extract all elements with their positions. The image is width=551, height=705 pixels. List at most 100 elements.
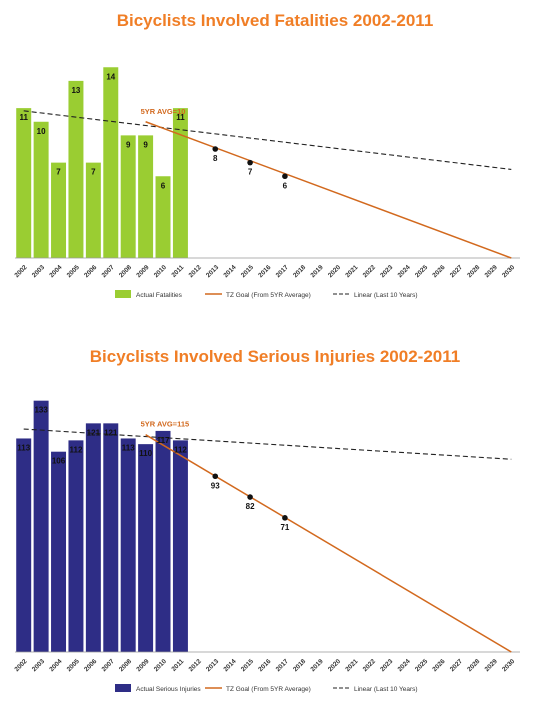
x-tick-2024: 2024 — [397, 658, 412, 673]
trend-line — [23, 110, 512, 170]
chart-title: Bicyclists Involved Fatalities 2002-2011 — [117, 11, 434, 30]
legend-label-trend: Linear (Last 10 Years) — [354, 686, 418, 693]
goal-marker-2013 — [212, 473, 219, 480]
x-tick-2026: 2026 — [431, 264, 446, 279]
bar-2002 — [16, 108, 32, 258]
bar-value-2010: 117 — [157, 436, 170, 445]
bar-value-2009: 9 — [143, 140, 148, 149]
x-tick-2025: 2025 — [414, 658, 429, 673]
bar-value-2005: 112 — [69, 445, 82, 454]
x-tick-2003: 2003 — [31, 264, 46, 279]
bar-2010 — [155, 430, 171, 652]
x-tick-2015: 2015 — [240, 658, 255, 673]
x-tick-2004: 2004 — [48, 264, 63, 279]
x-tick-2002: 2002 — [13, 264, 28, 279]
x-tick-2016: 2016 — [257, 658, 272, 673]
x-tick-2022: 2022 — [362, 658, 377, 673]
bar-2002 — [16, 438, 32, 652]
bar-2005 — [68, 80, 84, 258]
x-tick-2019: 2019 — [310, 658, 325, 673]
goal-marker-2013 — [212, 146, 219, 152]
x-tick-2029: 2029 — [484, 264, 499, 279]
x-tick-2009: 2009 — [135, 658, 150, 673]
x-tick-2014: 2014 — [222, 264, 237, 279]
x-tick-2010: 2010 — [153, 264, 168, 279]
x-tick-2030: 2030 — [501, 658, 516, 673]
x-tick-2012: 2012 — [188, 658, 203, 673]
bar-2010 — [155, 176, 171, 258]
x-tick-2005: 2005 — [66, 264, 81, 279]
bar-value-2002: 11 — [19, 113, 28, 122]
x-tick-2029: 2029 — [484, 658, 499, 673]
bar-value-2008: 9 — [126, 140, 131, 149]
x-tick-2010: 2010 — [153, 658, 168, 673]
bar-value-2007: 14 — [106, 72, 115, 81]
bar-2006 — [85, 162, 101, 258]
bar-2011 — [172, 108, 188, 258]
bar-value-2011: 112 — [174, 445, 187, 454]
avg-annotation: 5YR AVG=115 — [141, 420, 190, 429]
goal-marker-label-2013: 8 — [213, 154, 218, 163]
bar-2011 — [172, 440, 188, 652]
x-tick-2022: 2022 — [362, 264, 377, 279]
bar-value-2011: 11 — [176, 113, 185, 122]
x-tick-2026: 2026 — [431, 658, 446, 673]
legend-swatch-bars — [115, 684, 131, 692]
x-tick-2021: 2021 — [344, 658, 359, 673]
goal-line — [145, 434, 512, 653]
bar-2007 — [103, 423, 119, 652]
x-tick-2004: 2004 — [48, 658, 63, 673]
x-tick-2020: 2020 — [327, 264, 342, 279]
x-tick-2002: 2002 — [13, 658, 28, 673]
bar-2003 — [33, 121, 49, 258]
bar-value-2010: 6 — [161, 181, 166, 190]
bar-value-2006: 7 — [91, 168, 96, 177]
x-tick-2007: 2007 — [101, 658, 116, 673]
bar-value-2008: 113 — [122, 443, 135, 452]
x-tick-2017: 2017 — [275, 264, 290, 279]
trend-line — [23, 428, 512, 460]
x-tick-2027: 2027 — [449, 658, 464, 673]
legend-label-goal: TZ Goal (From 5YR Average) — [226, 292, 311, 299]
goal-marker-label-2017: 6 — [283, 181, 288, 190]
bar-value-2006: 121 — [87, 428, 101, 437]
x-tick-2018: 2018 — [292, 658, 307, 673]
x-tick-2030: 2030 — [501, 264, 516, 279]
bar-2009 — [138, 444, 154, 652]
bar-value-2003: 10 — [37, 127, 46, 136]
goal-line — [145, 121, 512, 259]
x-tick-2018: 2018 — [292, 264, 307, 279]
goal-marker-2017 — [282, 515, 288, 521]
bar-value-2004: 106 — [52, 457, 66, 466]
avg-annotation: 5YR AVG=10 — [141, 107, 186, 116]
x-tick-2016: 2016 — [257, 264, 272, 279]
x-tick-2021: 2021 — [344, 264, 359, 279]
goal-marker-label-2013: 93 — [211, 481, 220, 490]
x-tick-2011: 2011 — [170, 658, 185, 673]
bar-2003 — [33, 400, 49, 652]
x-tick-2006: 2006 — [83, 658, 98, 673]
bar-2005 — [68, 440, 84, 652]
bar-2004 — [51, 451, 67, 652]
x-tick-2008: 2008 — [118, 658, 133, 673]
bar-value-2003: 133 — [34, 406, 48, 415]
goal-marker-label-2015: 82 — [246, 502, 255, 511]
x-tick-2019: 2019 — [310, 264, 325, 279]
legend-label-goal: TZ Goal (From 5YR Average) — [226, 686, 311, 693]
bar-2007 — [103, 67, 119, 258]
bar-2006 — [85, 423, 101, 652]
x-tick-2017: 2017 — [275, 658, 290, 673]
x-tick-2025: 2025 — [414, 264, 429, 279]
x-tick-2012: 2012 — [188, 264, 203, 279]
x-tick-2013: 2013 — [205, 264, 220, 279]
bar-2009 — [138, 135, 154, 258]
chart-title: Bicyclists Involved Serious Injuries 200… — [90, 347, 460, 366]
x-tick-2027: 2027 — [449, 264, 464, 279]
x-tick-2005: 2005 — [66, 658, 81, 673]
x-tick-2028: 2028 — [466, 264, 481, 279]
x-tick-2020: 2020 — [327, 658, 342, 673]
x-tick-2024: 2024 — [397, 264, 412, 279]
goal-marker-2015 — [247, 159, 253, 166]
bar-value-2004: 7 — [56, 168, 61, 177]
